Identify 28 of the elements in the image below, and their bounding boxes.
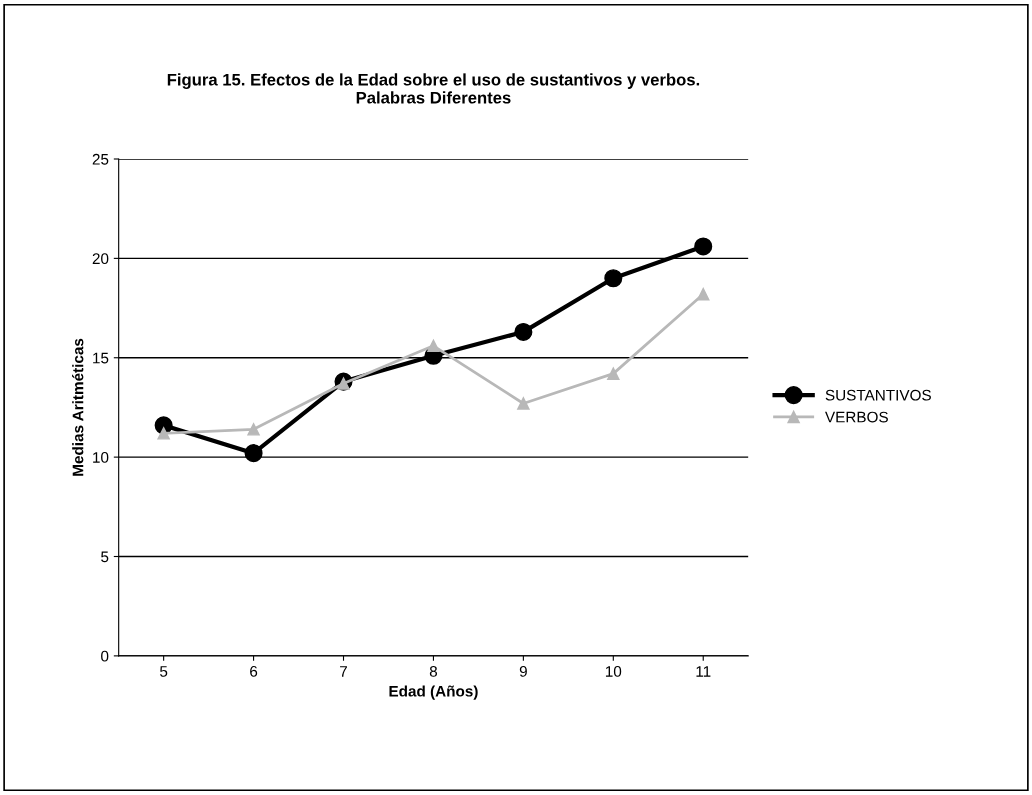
y-tick-label: 15 — [93, 352, 109, 364]
point — [696, 287, 710, 301]
y-tick-label: 5 — [101, 551, 109, 563]
x-tick-label: 11 — [696, 666, 711, 677]
point — [157, 427, 170, 440]
x-tick-label: 5 — [160, 666, 168, 677]
legend-label: SUSTANTIVOS — [825, 389, 931, 401]
point — [517, 397, 530, 410]
y-tick-label: 25 — [92, 153, 109, 165]
x-tick-label: 8 — [429, 666, 438, 677]
x-tick-label: 10 — [605, 666, 622, 677]
point — [427, 339, 440, 353]
point — [607, 367, 620, 380]
point — [694, 237, 713, 256]
y-tick-label: 10 — [93, 451, 109, 463]
x-tick-label: 6 — [250, 666, 258, 677]
y-tick-label: 0 — [101, 650, 109, 662]
x-tick-label: 9 — [519, 666, 527, 677]
point — [514, 322, 533, 341]
point — [247, 423, 260, 436]
x-tick-label: 7 — [340, 666, 347, 677]
y-axis-title: Medias Aritméticas — [72, 338, 84, 476]
point — [244, 444, 263, 463]
x-axis-title: Edad (Años) — [389, 685, 478, 700]
legend-label: VERBOS — [825, 411, 888, 423]
chart-title: Figura 15. Efectos de la Edad sobre el uso de sustantivos y verbos. Palabras Diferentes — [167, 73, 700, 104]
y-tick-label: 20 — [92, 253, 109, 265]
point — [604, 269, 623, 288]
